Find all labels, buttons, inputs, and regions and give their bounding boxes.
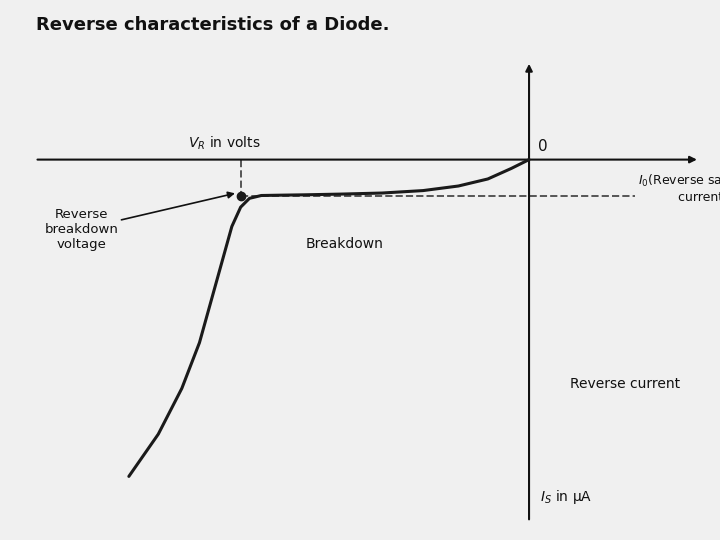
Text: $I_0$(Reverse saturation
          current): $I_0$(Reverse saturation current) [638, 173, 720, 204]
Text: Reverse characteristics of a Diode.: Reverse characteristics of a Diode. [36, 16, 390, 34]
Text: Breakdown: Breakdown [305, 237, 383, 251]
Text: Reverse current: Reverse current [570, 377, 680, 392]
Text: Reverse
breakdown
voltage: Reverse breakdown voltage [45, 192, 233, 251]
Text: $I_S$ in μA: $I_S$ in μA [539, 488, 592, 506]
Text: $V_R$ in volts: $V_R$ in volts [188, 134, 261, 152]
Text: 0: 0 [538, 139, 547, 154]
